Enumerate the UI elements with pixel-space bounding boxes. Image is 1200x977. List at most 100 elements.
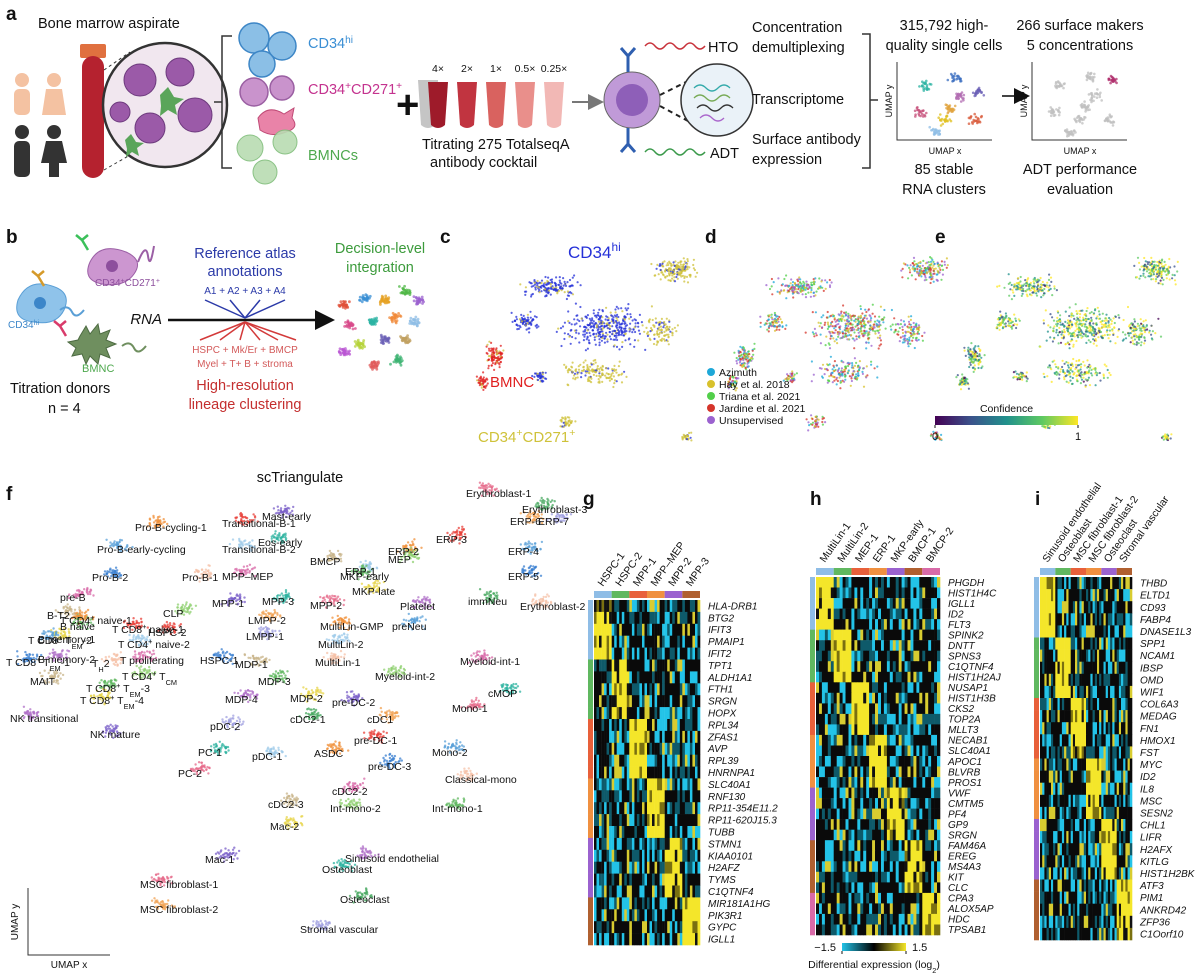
umap-point [1110,322,1113,325]
umap-point [1069,132,1072,136]
umap-point [543,288,547,291]
umap-point [1066,342,1070,345]
umap-point [608,322,611,325]
umap-point [1025,284,1028,287]
umap-point [601,310,605,313]
umap-point [603,337,606,340]
umap-point [925,111,928,115]
umap-point [1049,276,1053,279]
umap-point [1144,260,1147,263]
umap-point [735,356,738,360]
umap-point [847,324,850,328]
umap-point [338,347,342,351]
superscript: + [345,81,351,92]
umap-point [878,344,881,347]
umap-point [609,325,612,328]
umap-point [553,288,556,291]
umap-point [828,278,831,282]
umap-point [681,274,685,277]
umap-point [855,338,858,341]
umap-point [797,278,800,281]
umap-point [810,380,813,383]
umap-point [1115,77,1118,81]
umap-point [850,334,853,337]
concentration-label: 0.5× [515,63,536,75]
umap-point [689,436,692,439]
umap-point [1096,88,1099,91]
umap-point [640,321,644,324]
umap-point [375,320,378,323]
umap-point [978,354,982,357]
umap-point [812,291,815,294]
panel-letter: e [935,227,946,248]
umap-point [560,285,563,288]
umap-point [753,342,756,345]
concentration-label: 0.25× [541,63,568,75]
umap-point [540,281,543,285]
umap-point [910,328,913,331]
umap-point [1087,317,1090,321]
umap-point [1086,71,1090,75]
umap-point [1071,370,1074,373]
umap-point [1107,77,1110,81]
umap-point [673,276,676,279]
umap-point [576,318,579,321]
umap-point [1139,274,1142,278]
umap-point [1015,326,1018,330]
umap-point [958,77,962,81]
umap-point [850,327,854,330]
umap-point [658,326,661,329]
umap-point [739,351,742,354]
umap-point [838,332,841,335]
umap-point [601,380,604,383]
umap-point [667,333,670,336]
umap-point [962,93,966,97]
umap-point [864,332,867,335]
umap-point [573,318,576,321]
umap-point [1077,370,1080,373]
umap-point [814,419,818,422]
umap-point [1169,437,1172,440]
umap-point [1052,327,1055,330]
umap-point [582,361,585,364]
umap-point [900,269,903,272]
umap-point [1138,268,1141,271]
umap-point [1079,365,1083,369]
umap-point [587,379,591,382]
umap-point [743,349,746,352]
umap-point [851,362,854,365]
umap-point [791,281,795,284]
umap-point [571,293,575,296]
donor-label: CD34hi [8,320,39,332]
umap-point [791,292,795,295]
umap-point [925,79,928,83]
umap-point [531,374,534,378]
umap-point [650,262,653,266]
umap-point [915,339,919,342]
umap-point [675,330,678,333]
umap-point [664,275,667,278]
umap-point [547,281,550,284]
umap-point [679,260,682,263]
cocktail-label: antibody cocktail [430,155,537,171]
clustering-label: lineage clustering [189,397,302,413]
umap-point [615,332,618,335]
umap-point [809,295,813,298]
umap-point [1070,367,1073,370]
umap-point [1033,285,1036,288]
umap-point [913,260,916,263]
umap-point [397,312,400,315]
umap-point [530,282,533,285]
umap-point [890,328,893,331]
umap-point [977,362,980,365]
umap-point [825,335,828,338]
umap-point [943,260,946,263]
umap-point [1080,117,1083,121]
umap-point [662,338,666,341]
umap-point [839,317,842,321]
umap-point [1007,320,1010,323]
umap-point [1126,305,1130,309]
umap-point [681,437,684,440]
umap-point [797,288,800,291]
umap-point [833,340,836,343]
